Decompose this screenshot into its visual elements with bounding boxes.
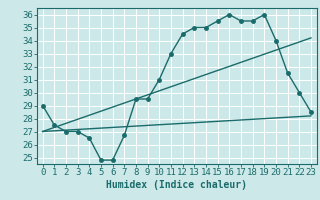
X-axis label: Humidex (Indice chaleur): Humidex (Indice chaleur) [106, 180, 247, 190]
